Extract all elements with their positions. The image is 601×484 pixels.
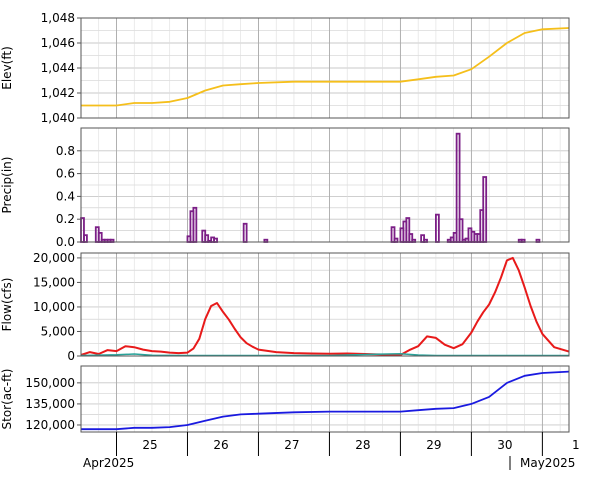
panel-1: 1,040 1,042 1,044 1,046 1,048 Elev(ft) [0,11,570,125]
y-axis-label: Elev(ft) [0,46,14,89]
panel-4: 120,000 135,000 150,000 Stor(ac-ft) [0,365,570,433]
x-axis: 25 26 27 28 29 30 1 Apr2025 May2025 [83,432,580,470]
y-tick-label: 1,044 [41,61,75,75]
series-line-elevation [81,27,570,107]
precip-bar [393,237,399,243]
y-tick-label: 0.4 [56,189,75,203]
y-tick-label: 0.8 [56,144,75,158]
panel-frame [80,17,570,119]
panel-frame [80,127,570,243]
x-tick-label: 25 [142,438,157,452]
y-tick-label: 20,000 [33,251,75,265]
series-line-flow_out [80,256,570,356]
x-tick-label: 26 [213,438,228,452]
precip-bar [213,237,218,243]
precip-bar [192,206,198,243]
y-tick-label: 150,000 [25,376,75,390]
y-tick-label: 10,000 [33,300,75,314]
panel-frame [80,252,570,357]
x-tick-label: 29 [426,438,441,452]
y-axis-label: Flow(cfs) [0,278,14,332]
month-label: May2025 [520,456,575,470]
y-tick-label: 15,000 [33,275,75,289]
precip-bar [482,176,488,243]
y-tick-label: 1,046 [41,36,75,50]
y-tick-label: 120,000 [25,418,75,432]
y-axis-label: Stor(ac-ft) [0,369,14,430]
precip-bar [435,213,440,243]
y-tick-label: 1,040 [41,111,75,125]
x-tick-label: 28 [355,438,370,452]
y-tick-label: 0 [67,349,75,363]
series-line-storage [81,370,570,431]
x-tick-label: 30 [497,438,512,452]
x-tick-label: 27 [284,438,299,452]
precip-bar [83,234,88,243]
panel-2: 0.0 0.2 0.4 0.6 0.8 Precip(in) [0,127,570,249]
y-axis-label: Precip(in) [0,157,14,214]
y-tick-label: 0.6 [56,167,75,181]
precip-bar [242,222,248,243]
y-tick-label: 5,000 [41,324,75,338]
panel-3: 0 5,000 10,000 15,000 20,000 Flow(cfs) [0,251,570,363]
x-tick-label: 1 [572,438,580,452]
y-tick-label: 0.2 [56,212,75,226]
y-tick-label: 135,000 [25,397,75,411]
panel-frame [80,365,570,433]
y-tick-label: 1,042 [41,86,75,100]
month-label: Apr2025 [83,456,134,470]
y-tick-label: 0.0 [56,235,75,249]
y-tick-label: 1,048 [41,11,75,25]
